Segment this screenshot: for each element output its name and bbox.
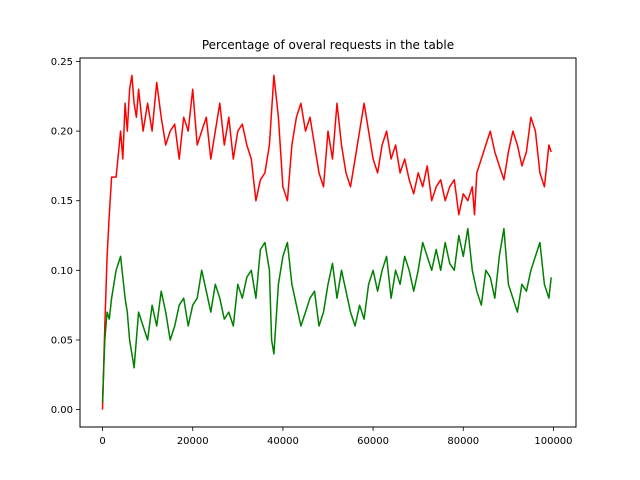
- y-tick-label: 0.25: [51, 57, 73, 68]
- plot-area: [80, 58, 576, 427]
- x-tick-label: 0: [99, 436, 105, 447]
- y-tick-label: 0.10: [51, 266, 73, 277]
- x-tick-label: 80000: [447, 436, 479, 447]
- y-tick-label: 0.00: [51, 405, 73, 416]
- plot-frame: [79, 57, 577, 428]
- series-line-red: [101, 74, 552, 410]
- x-tick-label: 100000: [534, 436, 572, 447]
- x-tick-label: 40000: [267, 436, 299, 447]
- series-line-green: [101, 227, 552, 403]
- y-tick-label: 0.20: [51, 127, 73, 138]
- series-layer: [101, 74, 552, 410]
- y-tick-label: 0.15: [51, 196, 73, 207]
- x-tick-label: 20000: [177, 436, 209, 447]
- chart-title: Percentage of overal requests in the tab…: [202, 38, 454, 52]
- x-tick-label: 60000: [357, 436, 389, 447]
- y-tick-label: 0.05: [51, 335, 73, 346]
- axes-layer: 0 20000 40000 60000 80000 100000 0.00 0.05 0.10 0…: [51, 57, 573, 447]
